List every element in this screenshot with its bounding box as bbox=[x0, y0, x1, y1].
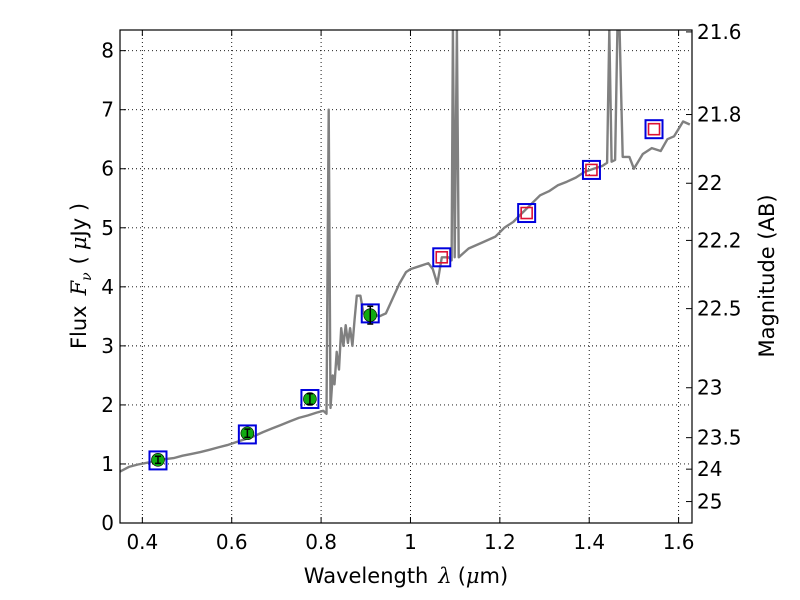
y-axis-title: Flux Fν ( μJy ) bbox=[67, 203, 95, 349]
model-band-square bbox=[148, 450, 168, 471]
x-tick-label: 0.4 bbox=[126, 530, 158, 554]
y2-tick-label: 23 bbox=[697, 376, 722, 400]
y-tick-label: 3 bbox=[101, 334, 114, 358]
model-band-square bbox=[644, 119, 664, 140]
y-axis-unit-rest: Jy ) bbox=[67, 203, 91, 239]
y2-tick-label: 22 bbox=[697, 171, 722, 195]
x-axis-title: Wavelength λ (μm) bbox=[304, 564, 508, 588]
y-tick-label: 0 bbox=[101, 511, 114, 535]
y-axis-nu: ν bbox=[79, 272, 95, 281]
y-tick-label: 4 bbox=[101, 275, 114, 299]
upper-limit-square bbox=[647, 122, 661, 136]
markers-layer bbox=[148, 119, 664, 471]
spectrum-line bbox=[120, 30, 691, 473]
upper-limit-square bbox=[520, 206, 533, 220]
y-tick-label: 8 bbox=[101, 39, 114, 63]
x-tick-label: 1.2 bbox=[484, 530, 516, 554]
plot-frame bbox=[119, 29, 693, 524]
model-band-square bbox=[432, 247, 452, 268]
y2-axis-title: Magnitude (AB) bbox=[755, 194, 779, 357]
y2-tick-label: 23.5 bbox=[697, 426, 742, 450]
tick-labels: 0.4 0.6 0.8 1 1.2 1.4 1.601234567821.621.82222… bbox=[101, 20, 741, 554]
y-tick-label: 6 bbox=[101, 157, 114, 181]
y-axis-f: F bbox=[67, 279, 91, 296]
x-axis-title-text: Wavelength bbox=[304, 564, 429, 588]
x-axis-unit-open: ( bbox=[458, 564, 466, 588]
y2-tick-label: 21.6 bbox=[697, 20, 742, 44]
x-axis-unit-rest: m) bbox=[480, 564, 509, 588]
model-band-square bbox=[581, 159, 601, 180]
x-tick-label: 1 bbox=[404, 530, 417, 554]
y-axis-unit-open: ( bbox=[67, 256, 91, 264]
y2-tick-label: 22.5 bbox=[697, 297, 742, 321]
y-tick-label: 5 bbox=[101, 216, 114, 240]
spectrum-layer bbox=[120, 30, 691, 473]
y2-tick-label: 22.2 bbox=[697, 228, 742, 252]
y-axis-unit-mu: μ bbox=[67, 236, 91, 250]
y-tick-label: 7 bbox=[101, 98, 114, 122]
x-tick-label: 1.4 bbox=[573, 530, 605, 554]
x-tick-label: 0.6 bbox=[216, 530, 248, 554]
model-band-square bbox=[237, 424, 257, 445]
x-tick-label: 0.8 bbox=[305, 530, 337, 554]
upper-limit-square bbox=[435, 251, 449, 264]
model-band-square bbox=[300, 389, 320, 410]
grid bbox=[120, 30, 692, 524]
y2-tick-label: 21.8 bbox=[697, 103, 742, 127]
model-band-square bbox=[517, 203, 537, 224]
y2-tick-label: 25 bbox=[697, 490, 722, 514]
y-axis-title-text: Flux bbox=[67, 305, 91, 349]
x-axis-lambda: λ bbox=[437, 564, 451, 588]
y-tick-label: 2 bbox=[101, 393, 114, 417]
x-axis-unit-mu: μ bbox=[466, 564, 480, 588]
upper-limit-square bbox=[585, 163, 598, 177]
x-tick-label: 1.6 bbox=[663, 530, 695, 554]
y2-tick-label: 24 bbox=[697, 457, 722, 481]
y-tick-label: 1 bbox=[101, 452, 114, 476]
ticks bbox=[120, 30, 692, 524]
